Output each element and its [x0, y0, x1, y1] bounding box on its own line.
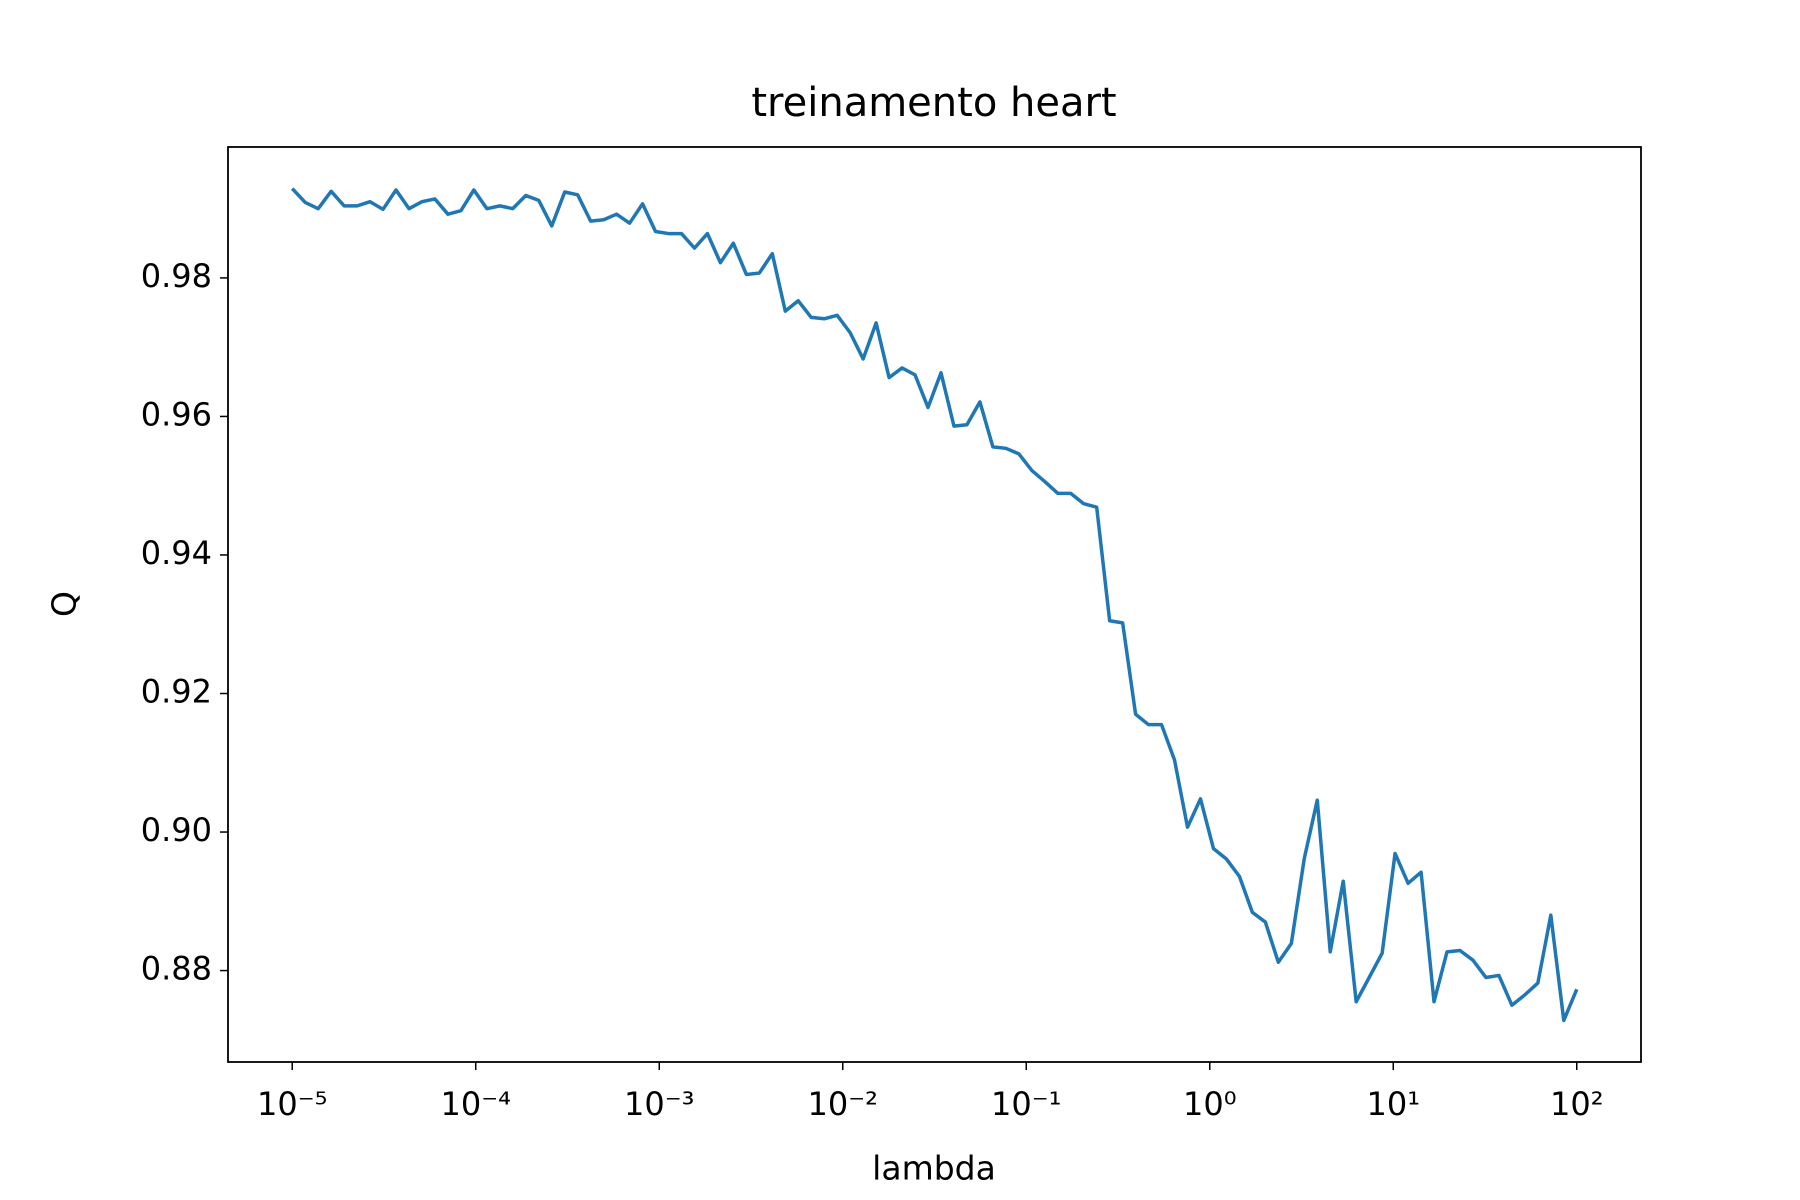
x-tick-label: 10⁰	[1183, 1085, 1237, 1123]
x-tick-label: 10⁻¹	[991, 1085, 1061, 1123]
x-tick-label: 10⁻⁵	[257, 1085, 327, 1123]
y-tick-label: 0.88	[141, 950, 212, 988]
y-tick-label: 0.96	[141, 395, 212, 433]
x-tick-label: 10¹	[1366, 1085, 1420, 1123]
x-axis-label: lambda	[872, 1149, 996, 1188]
y-tick-label: 0.94	[141, 534, 212, 572]
y-tick-label: 0.92	[141, 673, 212, 711]
y-tick-label: 0.90	[141, 811, 212, 849]
y-axis-label: Q	[45, 591, 84, 617]
x-tick-label: 10⁻⁴	[441, 1085, 511, 1123]
plot-frame	[227, 146, 1642, 1063]
x-tick-label: 10²	[1550, 1085, 1604, 1123]
y-tick-label: 0.98	[141, 257, 212, 295]
chart-title: treinamento heart	[751, 80, 1116, 126]
data-line	[290, 187, 1579, 1023]
x-tick-label: 10⁻³	[624, 1085, 694, 1123]
x-tick-label: 10⁻²	[808, 1085, 878, 1123]
